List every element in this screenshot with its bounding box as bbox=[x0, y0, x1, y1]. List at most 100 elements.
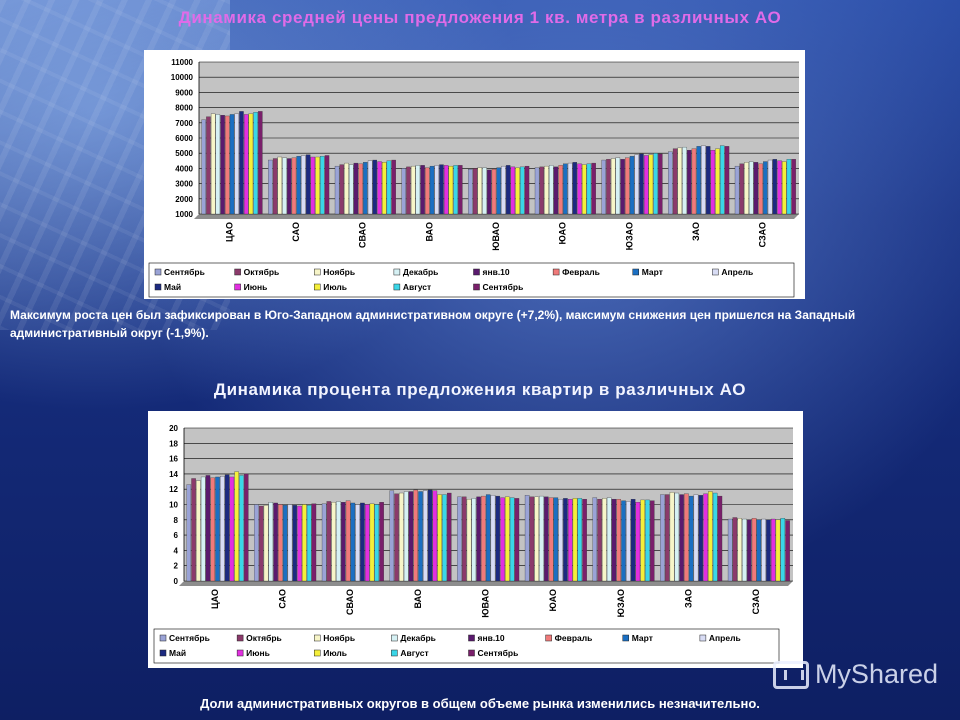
legend-swatch bbox=[391, 634, 398, 642]
bar bbox=[334, 165, 340, 215]
bar bbox=[563, 498, 568, 582]
x-tick-label: ЦАО bbox=[210, 589, 220, 609]
bar bbox=[645, 499, 650, 582]
bar bbox=[448, 165, 454, 215]
bar bbox=[367, 160, 373, 215]
bar bbox=[418, 491, 423, 582]
bar bbox=[429, 165, 435, 215]
y-tick-label: 16 bbox=[169, 455, 178, 464]
logo: MyShared bbox=[772, 659, 938, 690]
legend-label: Декабрь bbox=[403, 267, 439, 277]
bar bbox=[413, 489, 418, 582]
bar bbox=[770, 518, 776, 582]
y-tick-label: 18 bbox=[169, 439, 178, 448]
bar bbox=[394, 493, 399, 582]
bar bbox=[468, 169, 473, 215]
bar bbox=[268, 502, 274, 582]
legend-label: Июнь bbox=[246, 648, 270, 658]
y-tick-label: 7000 bbox=[175, 119, 193, 128]
share-chart: 0 2 4 6 8 10 12 14 16 18 20 ЦАО САО СВАО ВАО ЮВАО ЮАО ЮЗА… bbox=[148, 411, 803, 668]
legend-swatch bbox=[622, 634, 629, 642]
price-chart: 1000 2000 3000 4000 5000 6000 7000 8000 9000 1000… bbox=[144, 50, 805, 299]
bar bbox=[615, 157, 621, 215]
logo-text: MyShared bbox=[814, 659, 938, 689]
bar bbox=[710, 150, 716, 215]
bar bbox=[772, 159, 778, 215]
bar bbox=[758, 163, 763, 215]
bar bbox=[374, 504, 380, 582]
y-tick-label: 5000 bbox=[175, 149, 193, 158]
bar bbox=[344, 162, 349, 215]
bar bbox=[350, 502, 356, 582]
summary-note: Максимум роста цен был зафиксирован в Юг… bbox=[10, 308, 856, 340]
bar bbox=[611, 498, 617, 582]
bar bbox=[443, 165, 449, 215]
legend-swatch bbox=[473, 268, 480, 276]
bar bbox=[482, 167, 487, 215]
y-tick-label: 2 bbox=[174, 562, 179, 571]
bar bbox=[369, 503, 375, 582]
bar bbox=[640, 499, 645, 582]
bar bbox=[481, 495, 486, 582]
bar bbox=[677, 147, 683, 215]
x-tick-label: ЮАО bbox=[548, 589, 558, 611]
bar bbox=[423, 490, 428, 582]
legend-label: Апрель bbox=[709, 633, 741, 643]
bar bbox=[582, 164, 587, 215]
legend-label: Ноябрь bbox=[323, 633, 355, 643]
bar bbox=[277, 156, 283, 215]
bar bbox=[379, 502, 384, 582]
x-tick-label: ЮЗАО bbox=[624, 222, 634, 250]
bar bbox=[698, 495, 704, 582]
y-tick-label: 6000 bbox=[175, 134, 193, 143]
bar bbox=[442, 494, 447, 582]
bar bbox=[687, 150, 692, 215]
bar bbox=[597, 498, 602, 582]
bar bbox=[254, 504, 259, 582]
legend-swatch bbox=[159, 634, 167, 642]
bar bbox=[360, 502, 365, 582]
bar bbox=[310, 156, 316, 215]
y-tick-label: 4 bbox=[174, 546, 179, 555]
bar bbox=[572, 498, 578, 582]
bar bbox=[717, 495, 723, 582]
legend-label: Октябрь bbox=[244, 267, 280, 277]
legend-swatch bbox=[159, 649, 167, 657]
x-tick-label: ЮВАО bbox=[481, 589, 491, 618]
bar bbox=[782, 161, 787, 215]
bar bbox=[282, 157, 287, 215]
bar bbox=[253, 112, 258, 215]
bar bbox=[282, 505, 288, 582]
bar bbox=[268, 159, 273, 215]
legend-swatch bbox=[314, 649, 321, 657]
bar bbox=[321, 503, 327, 582]
bar bbox=[606, 159, 611, 215]
bar bbox=[780, 518, 786, 582]
bar bbox=[549, 165, 554, 215]
bar bbox=[447, 492, 452, 582]
bar bbox=[408, 491, 414, 582]
bar bbox=[505, 496, 510, 582]
legend-swatch bbox=[393, 283, 401, 291]
bar bbox=[674, 492, 680, 582]
bar bbox=[691, 148, 697, 215]
bar bbox=[539, 495, 544, 582]
legend-box bbox=[153, 628, 780, 664]
bar bbox=[410, 165, 416, 215]
x-tick-label: СВАО bbox=[345, 589, 355, 615]
bar bbox=[582, 498, 587, 582]
bar bbox=[701, 145, 706, 215]
bar bbox=[476, 496, 481, 582]
bar bbox=[301, 155, 306, 215]
y-tick-label: 8 bbox=[174, 516, 179, 525]
bar bbox=[669, 492, 675, 582]
bar bbox=[742, 518, 747, 582]
legend-swatch bbox=[712, 268, 719, 276]
chart1-title: Динамика средней цены предложения 1 кв. … bbox=[178, 8, 782, 27]
bar bbox=[785, 520, 790, 582]
bar bbox=[353, 162, 359, 215]
bar bbox=[439, 164, 444, 215]
x-tick-label: ЮВАО bbox=[491, 222, 501, 251]
bar bbox=[775, 519, 781, 582]
bar bbox=[306, 505, 312, 582]
